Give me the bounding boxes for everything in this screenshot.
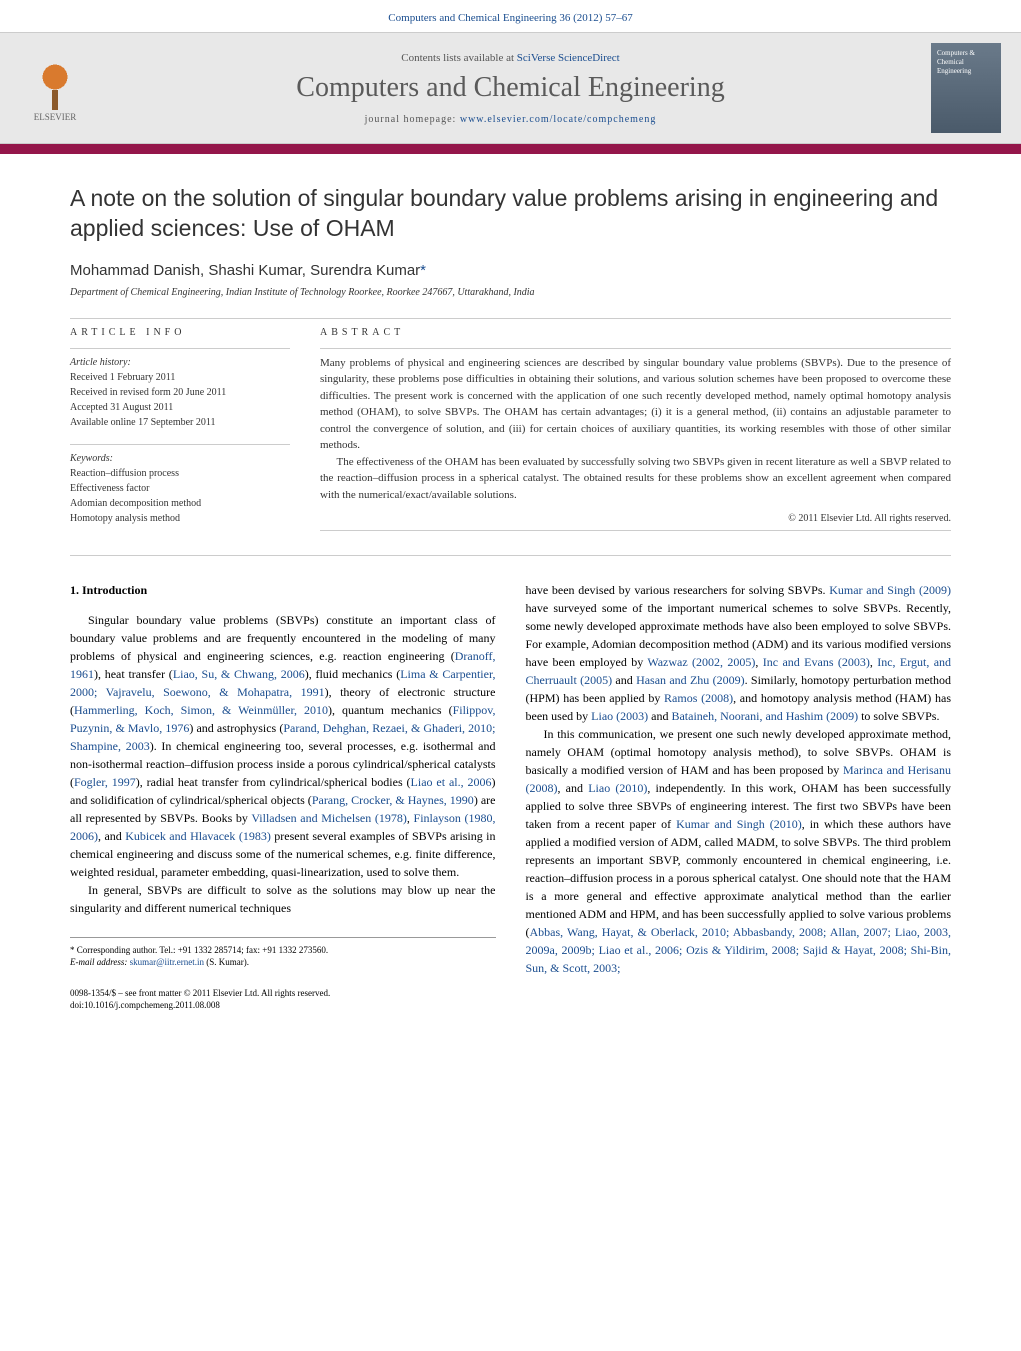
doi-line: doi:10.1016/j.compchemeng.2011.08.008 [70,999,951,1012]
citation-link[interactable]: Villadsen and Michelsen (1978) [251,811,407,825]
journal-title: Computers and Chemical Engineering [90,72,931,104]
body-text: , [407,811,414,825]
accepted-date: Accepted 31 August 2011 [70,400,290,415]
keyword: Homotopy analysis method [70,511,290,526]
citation-link[interactable]: Liao et al., 2006 [411,775,492,789]
abstract-paragraph: The effectiveness of the OHAM has been e… [320,454,951,504]
article-title: A note on the solution of singular bound… [70,184,951,244]
header-citation: Computers and Chemical Engineering 36 (2… [0,0,1021,32]
abstract-text: Many problems of physical and engineerin… [320,355,951,504]
email-label: E-mail address: [70,957,127,967]
citation-link[interactable]: Liao, Su, & Chwang, 2006 [173,667,305,681]
email-link[interactable]: skumar@iitr.ernet.in [130,957,204,967]
citation-link[interactable]: Computers and Chemical Engineering 36 (2… [388,12,632,24]
citation-link[interactable]: Inc and Evans (2003) [763,655,870,669]
issn-line: 0098-1354/$ – see front matter © 2011 El… [70,987,951,1000]
body-text: and [612,673,636,687]
doi-footer: 0098-1354/$ – see front matter © 2011 El… [70,987,951,1012]
right-column: have been devised by various researchers… [526,581,952,977]
email-name: (S. Kumar). [206,957,249,967]
corresponding-marker: * [420,262,426,279]
revised-date: Received in revised form 20 June 2011 [70,385,290,400]
abstract-heading: ABSTRACT [320,327,951,338]
authors-line: Mohammad Danish, Shashi Kumar, Surendra … [70,262,951,279]
copyright-line: © 2011 Elsevier Ltd. All rights reserved… [320,513,951,524]
contents-line: Contents lists available at SciVerse Sci… [90,52,931,64]
header-center: Contents lists available at SciVerse Sci… [90,52,931,125]
body-paragraph: have been devised by various researchers… [526,581,952,725]
body-text: ), heat transfer ( [94,667,173,681]
body-columns: 1. Introduction Singular boundary value … [70,581,951,977]
left-column: 1. Introduction Singular boundary value … [70,581,496,977]
body-text: ), fluid mechanics ( [305,667,400,681]
keyword: Adomian decomposition method [70,496,290,511]
keyword: Reaction–diffusion process [70,466,290,481]
info-abstract-row: ARTICLE INFO Article history: Received 1… [70,327,951,540]
body-paragraph: In this communication, we present one su… [526,725,952,977]
body-text: ) and astrophysics ( [189,721,283,735]
received-date: Received 1 February 2011 [70,370,290,385]
divider [70,555,951,556]
citation-link[interactable]: Liao (2010) [588,781,647,795]
author-names: Mohammad Danish, Shashi Kumar, Surendra … [70,262,420,279]
keyword: Effectiveness factor [70,481,290,496]
publisher-name: ELSEVIER [34,112,77,122]
corresponding-author-footnote: * Corresponding author. Tel.: +91 1332 2… [70,937,496,969]
journal-cover-thumbnail: Computers & Chemical Engineering [931,43,1001,133]
contents-label: Contents lists available at [401,52,514,64]
homepage-link[interactable]: www.elsevier.com/locate/compchemeng [460,114,657,125]
body-paragraph: Singular boundary value problems (SBVPs)… [70,611,496,881]
journal-header: ELSEVIER Contents lists available at Sci… [0,32,1021,144]
body-text: ), radial heat transfer from cylindrical… [136,775,411,789]
keywords-label: Keywords: [70,451,290,466]
history-label: Article history: [70,355,290,370]
citation-link[interactable]: Abbas, Wang, Hayat, & Oberlack, 2010; Ab… [526,925,952,975]
online-date: Available online 17 September 2011 [70,415,290,430]
body-text: and [648,709,671,723]
abstract-column: ABSTRACT Many problems of physical and e… [320,327,951,540]
elsevier-logo: ELSEVIER [20,48,90,128]
affiliation: Department of Chemical Engineering, Indi… [70,287,951,298]
corr-contact: * Corresponding author. Tel.: +91 1332 2… [70,944,496,957]
citation-link[interactable]: Ramos (2008) [664,691,733,705]
elsevier-tree-icon [30,55,80,110]
accent-bar [0,144,1021,154]
citation-link[interactable]: Liao (2003) [591,709,648,723]
divider [70,318,951,319]
article-history: Article history: Received 1 February 201… [70,355,290,430]
sciencedirect-link[interactable]: SciVerse ScienceDirect [517,52,620,64]
citation-link[interactable]: Kumar and Singh (2009) [829,583,951,597]
body-text: ), quantum mechanics ( [328,703,453,717]
body-text: , in which these authors have applied a … [526,817,952,939]
citation-link[interactable]: Hasan and Zhu (2009) [636,673,745,687]
article-info-heading: ARTICLE INFO [70,327,290,338]
body-text: , and [98,829,125,843]
homepage-label: journal homepage: [365,114,457,125]
info-divider [70,444,290,445]
citation-link[interactable]: Fogler, 1997 [74,775,136,789]
info-divider [320,530,951,531]
body-text: , [755,655,762,669]
body-paragraph: In general, SBVPs are difficult to solve… [70,881,496,917]
article-content: A note on the solution of singular bound… [0,154,1021,1032]
body-text: Singular boundary value problems (SBVPs)… [70,613,496,663]
citation-link[interactable]: Wazwaz (2002, 2005) [647,655,755,669]
info-divider [320,348,951,349]
body-text: have been devised by various researchers… [526,583,830,597]
abstract-paragraph: Many problems of physical and engineerin… [320,355,951,454]
citation-link[interactable]: Bataineh, Noorani, and Hashim (2009) [671,709,858,723]
citation-link[interactable]: Parang, Crocker, & Haynes, 1990 [312,793,474,807]
article-info-column: ARTICLE INFO Article history: Received 1… [70,327,290,540]
section-heading: 1. Introduction [70,581,496,599]
citation-link[interactable]: Hammerling, Koch, Simon, & Weinmüller, 2… [74,703,328,717]
citation-link[interactable]: Kubicek and Hlavacek (1983) [125,829,271,843]
cover-text: Computers & Chemical Engineering [937,49,995,76]
corr-email-line: E-mail address: skumar@iitr.ernet.in (S.… [70,956,496,969]
body-text: to solve SBVPs. [858,709,939,723]
info-divider [70,348,290,349]
citation-link[interactable]: Kumar and Singh (2010) [676,817,802,831]
journal-homepage: journal homepage: www.elsevier.com/locat… [90,114,931,125]
keywords-block: Keywords: Reaction–diffusion process Eff… [70,451,290,526]
body-text: , and [558,781,589,795]
